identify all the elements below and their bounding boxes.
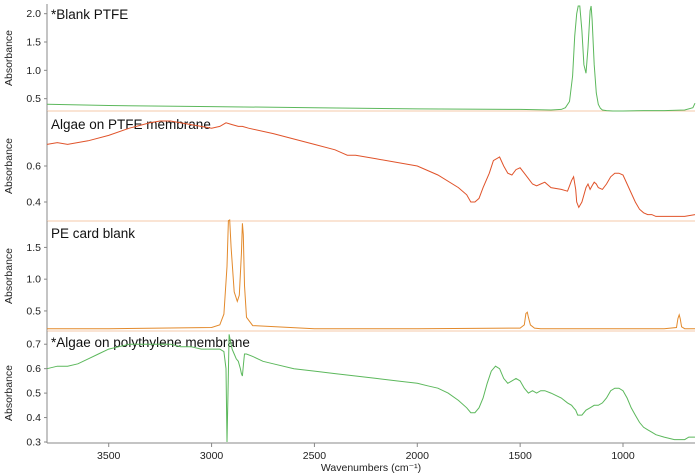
y-tick-label: 0.6: [26, 363, 41, 375]
x-axis: 3500 3000 2500 2000 1500 1000 Wavenumbers (cm…: [47, 442, 695, 474]
y-ticks: 0.5 1.0 1.5: [26, 242, 47, 317]
y-axis-label: Absorbance: [3, 365, 15, 421]
y-ticks: 0.4 0.6: [26, 161, 47, 209]
spectrum-line-blank-ptfe: [46, 5, 696, 112]
y-ticks: 0.3 0.4 0.5 0.6 0.7: [26, 339, 47, 449]
y-tick-label: 0.5: [26, 305, 41, 317]
panel-title: PE card blank: [51, 226, 135, 241]
y-ticks: 0.5 1.0 1.5 2.0: [26, 8, 47, 105]
y-tick-label: 1.5: [26, 37, 41, 49]
x-tick-label: 2500: [303, 450, 327, 462]
x-tick-label: 1500: [508, 450, 532, 462]
panel-pe-card-blank: PE card blank Absorbance 0.5 1.0 1.5: [3, 219, 695, 332]
panel-algae-on-ptfe: Algae on PTFE membrane Absorbance 0.4 0.6: [3, 111, 696, 222]
x-tick-label: 1000: [611, 450, 635, 462]
y-axis-label: Absorbance: [3, 30, 15, 86]
y-tick-label: 1.5: [26, 242, 41, 254]
y-tick-label: 0.5: [26, 388, 41, 400]
x-axis-label: Wavenumbers (cm⁻¹): [321, 462, 421, 474]
y-tick-label: 0.6: [26, 161, 41, 173]
panel-title: Algae on PTFE membrane: [51, 117, 211, 132]
y-tick-label: 2.0: [26, 8, 41, 20]
panel-title: *Blank PTFE: [51, 7, 128, 22]
spectrum-line-algae-ptfe: [46, 120, 696, 217]
y-tick-label: 0.4: [26, 412, 41, 424]
y-axis-label: Absorbance: [3, 138, 15, 194]
spectrum-line-pe-card: [47, 219, 695, 330]
y-tick-label: 0.7: [26, 339, 41, 351]
x-tick-label: 3000: [200, 450, 224, 462]
x-tick-label: 2000: [406, 450, 430, 462]
panel-title: *Algae on polythylene membrane: [51, 335, 250, 350]
y-axis-label: Absorbance: [3, 248, 15, 304]
x-ticks: 3500 3000 2500 2000 1500 1000: [97, 443, 635, 462]
y-tick-label: 0.5: [26, 93, 41, 105]
y-tick-label: 1.0: [26, 65, 41, 77]
y-tick-label: 0.4: [26, 197, 41, 209]
y-tick-label: 0.3: [26, 437, 41, 449]
x-tick-label: 3500: [97, 450, 121, 462]
y-tick-label: 1.0: [26, 274, 41, 286]
panel-blank-ptfe: *Blank PTFE Absorbance 0.5 1.0 1.5 2.0: [3, 4, 696, 112]
spectrum-line-algae-pe: [46, 334, 695, 443]
panel-algae-on-polyethylene: *Algae on polythylene membrane Absorbanc…: [3, 331, 695, 449]
